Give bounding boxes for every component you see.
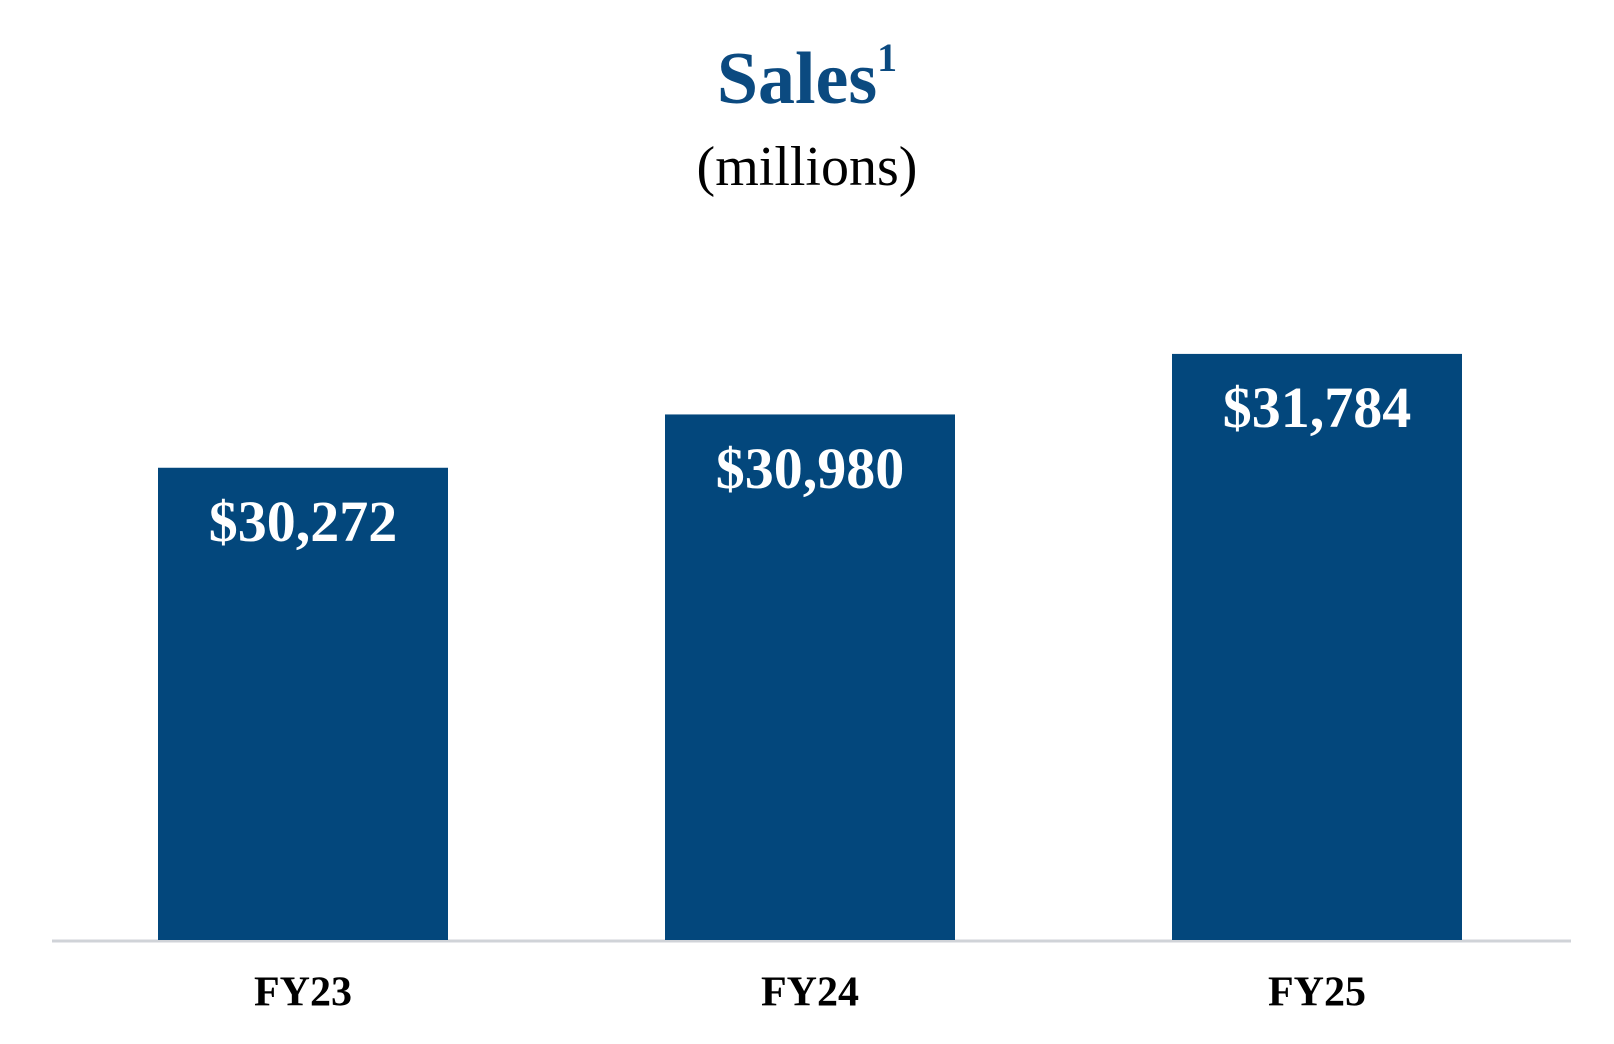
chart-subtitle: (millions) [697,136,918,198]
chart-title: Sales [717,38,877,120]
title-footnote: 1 [877,35,897,80]
bar [665,414,955,941]
value-label: $30,980 [716,436,905,501]
chart-title-group: Sales1 [717,35,897,120]
bar [1172,353,1462,940]
x-tick-label: FY25 [1268,970,1366,1016]
value-label: $30,272 [209,489,398,554]
bar [158,467,448,940]
x-tick-label: FY24 [761,970,859,1016]
value-label: $31,784 [1223,375,1412,440]
x-tick-label: FY23 [254,970,352,1016]
